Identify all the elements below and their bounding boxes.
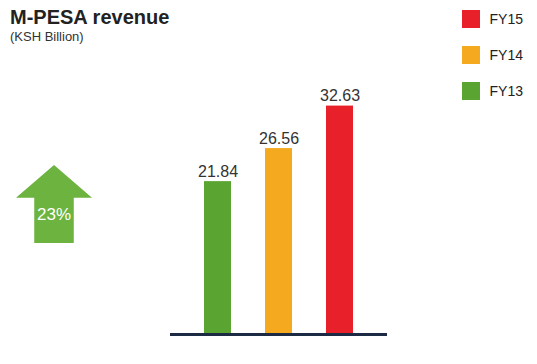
html-text:M-PESA revenue: M-PESA revenue [10,6,170,28]
svg-text:21.84: 21.84 [198,163,238,180]
html-text:FY14: FY14 [489,47,523,63]
html-text:FY13: FY13 [489,83,523,99]
svg-text:26.56: 26.56 [259,130,299,147]
html-text:23%: 23% [37,205,71,224]
html-text:(KSH Billion): (KSH Billion) [10,29,84,44]
svg-text:32.63: 32.63 [320,87,360,104]
html-text:FY15: FY15 [489,11,523,27]
